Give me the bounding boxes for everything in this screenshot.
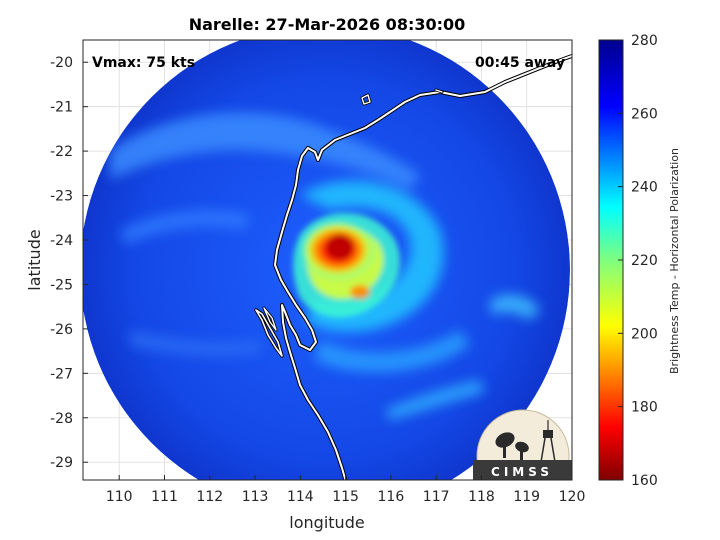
colorbar-tick-label: 220 <box>631 253 658 269</box>
x-tick-label: 120 <box>559 489 586 505</box>
coastline <box>254 54 572 480</box>
chart-title: Narelle: 27-Mar-2026 08:30:00 <box>189 15 466 34</box>
y-tick-label: -20 <box>50 55 73 71</box>
swath-image <box>83 40 570 480</box>
cloud-band-spiral <box>300 180 444 332</box>
x-axis-label: longitude <box>289 513 364 532</box>
y-tick-label: -24 <box>50 233 73 249</box>
y-tick-label: -23 <box>50 189 73 205</box>
y-tick-label: -27 <box>50 366 73 382</box>
x-tick-label: 114 <box>287 489 314 505</box>
vmax-annotation: Vmax: 75 kts <box>92 55 195 71</box>
cloud-band-southeast <box>385 380 485 420</box>
time-away-annotation: 00:45 away <box>475 55 565 71</box>
x-tick-label: 116 <box>378 489 405 505</box>
y-tick-label: -29 <box>50 455 73 471</box>
x-tick-label: 118 <box>468 489 495 505</box>
x-axis: 110 111 112 113 114 115 116 117 118 119 120 <box>106 475 586 505</box>
x-tick-label: 110 <box>106 489 133 505</box>
x-tick-label: 112 <box>196 489 223 505</box>
colorbar-tick-label: 240 <box>631 180 658 196</box>
x-tick-label: 113 <box>242 489 269 505</box>
y-tick-label: -28 <box>50 411 73 427</box>
colorbar-tick-label: 260 <box>631 106 658 122</box>
y-tick-label: -25 <box>50 277 73 293</box>
cloud-band-west <box>120 210 250 245</box>
colorbar-tick-label: 160 <box>631 473 658 489</box>
y-tick-label: -22 <box>50 144 73 160</box>
colorbar-ticks: 160 180 200 220 240 260 280 <box>618 33 658 489</box>
y-axis: -20 -21 -22 -23 -24 -25 -26 -27 -28 -29 <box>50 55 88 471</box>
colorbar-label: Brightness Temp - Horizontal Polarizatio… <box>668 148 681 374</box>
cloud-band-southwest <box>130 330 262 356</box>
x-tick-label: 111 <box>151 489 178 505</box>
y-tick-label: -26 <box>50 322 73 338</box>
x-tick-label: 117 <box>423 489 450 505</box>
cimss-logo-text: CIMSS <box>491 465 553 479</box>
colorbar-tick-label: 180 <box>631 400 658 416</box>
cloud-band-east <box>490 294 540 320</box>
cloud-band-south <box>315 330 470 372</box>
x-tick-label: 115 <box>332 489 359 505</box>
cloud-band-north <box>110 112 420 190</box>
x-tick-label: 119 <box>513 489 540 505</box>
y-axis-label: latitude <box>25 229 44 290</box>
storm-core-peak <box>326 234 354 260</box>
rainband-orange <box>350 285 370 299</box>
cimss-logo: CIMSS <box>473 409 572 480</box>
y-tick-label: -21 <box>50 100 73 116</box>
colorbar-tick-label: 200 <box>631 326 658 342</box>
plot-frame <box>82 39 573 481</box>
colorbar-tick-label: 280 <box>631 33 658 49</box>
